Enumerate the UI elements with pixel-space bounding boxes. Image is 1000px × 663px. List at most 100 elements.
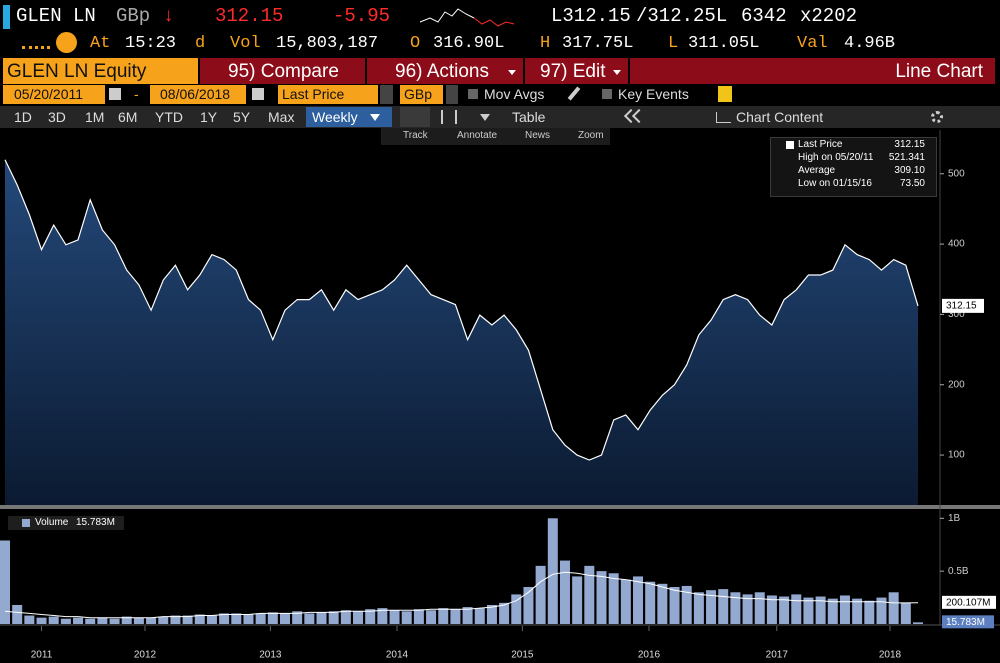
high-label: H xyxy=(540,34,551,53)
period-button[interactable]: 1D xyxy=(14,109,32,125)
period-button[interactable]: 5Y xyxy=(233,109,251,125)
period-button[interactable]: 1Y xyxy=(200,109,218,125)
open: 316.90L xyxy=(433,34,505,53)
menu-button[interactable]: 96) Actions xyxy=(395,61,489,82)
volume-bar xyxy=(85,618,96,624)
period-button[interactable]: 3D xyxy=(48,109,66,125)
volume-bar xyxy=(279,613,290,624)
size: x2202 xyxy=(800,5,858,27)
field[interactable]: Last Price xyxy=(282,86,345,102)
time-label: At xyxy=(90,34,111,53)
volume-bar xyxy=(340,610,351,624)
dropdown-arrow xyxy=(370,114,380,126)
low: 311.05L xyxy=(688,34,760,53)
field-select[interactable] xyxy=(278,85,378,104)
volume-bar xyxy=(60,618,71,624)
period-bar xyxy=(0,106,1000,128)
volume-bar xyxy=(888,592,899,624)
volume-bar xyxy=(170,615,181,624)
chart-content[interactable]: Chart Content xyxy=(736,109,824,125)
y-tick-label: 1B xyxy=(948,513,961,524)
volume-bar xyxy=(146,617,157,624)
bid: L312.15 xyxy=(551,5,631,27)
dropdown[interactable] xyxy=(380,85,393,104)
divider xyxy=(523,58,525,84)
tool-button[interactable]: Zoom xyxy=(578,130,604,141)
legend-value: 15.783M xyxy=(76,517,115,528)
volume-bar xyxy=(474,608,485,624)
calendar-icon[interactable] xyxy=(252,88,264,100)
volume-bar xyxy=(73,617,84,624)
start-date[interactable]: 05/20/2011 xyxy=(14,86,84,102)
volume-bar xyxy=(839,595,850,624)
date-field[interactable] xyxy=(150,85,246,104)
checkbox[interactable] xyxy=(602,89,612,99)
tool-button[interactable]: Annotate xyxy=(457,130,498,141)
tool-button[interactable]: Track xyxy=(403,130,428,141)
legend-value: 73.50 xyxy=(899,178,925,189)
icon[interactable] xyxy=(441,110,457,124)
time: 15:23 xyxy=(125,34,177,53)
menu-button[interactable]: 97) Edit xyxy=(540,61,606,82)
option[interactable]: Key Events xyxy=(618,86,689,102)
gauge-icon[interactable] xyxy=(56,32,77,53)
chart-icon[interactable] xyxy=(400,107,430,127)
volume-bar xyxy=(584,565,595,624)
option[interactable]: Mov Avgs xyxy=(484,86,545,102)
volume-bar xyxy=(559,560,570,624)
size: 6342 xyxy=(741,5,787,27)
area xyxy=(5,159,918,505)
volume-bar xyxy=(742,594,753,624)
frequency[interactable]: Weekly xyxy=(312,109,358,125)
date-field[interactable] xyxy=(3,85,105,104)
volume-bar xyxy=(0,540,10,624)
volume-bar xyxy=(206,615,217,624)
menu-bar xyxy=(200,58,995,84)
plot: 100 200 300 400 500 2011 2012 2013 2014 2015 2016 2… xyxy=(0,159,996,661)
dropdown-arrow xyxy=(613,70,621,79)
end-date[interactable]: 08/06/2018 xyxy=(160,86,231,102)
moving-average-line xyxy=(4,571,919,619)
chart-content-icon[interactable] xyxy=(716,112,731,123)
volume-bar xyxy=(377,608,388,624)
security-box[interactable] xyxy=(3,58,198,84)
calendar-icon[interactable] xyxy=(109,88,121,100)
volume-bar xyxy=(353,611,364,624)
settings-icon[interactable] xyxy=(931,111,943,123)
y-tick-label: 300 xyxy=(948,309,965,320)
period-button[interactable]: 6M xyxy=(118,109,138,125)
volume-bar xyxy=(815,596,826,624)
tool-button[interactable]: News xyxy=(525,130,551,141)
legend-label: High on 05/20/11 xyxy=(798,152,874,163)
period-button[interactable]: YTD xyxy=(155,109,183,125)
currency[interactable]: GBp xyxy=(404,86,433,102)
y-tick-label: 200 xyxy=(948,379,965,390)
volume-bar xyxy=(693,592,704,624)
dropdown[interactable] xyxy=(446,85,458,104)
table-button[interactable]: Table xyxy=(512,109,546,125)
volume-bar xyxy=(182,615,193,624)
status-icon xyxy=(22,46,50,52)
volume-bar xyxy=(121,616,132,624)
security[interactable]: GLEN LN Equity xyxy=(7,61,147,82)
volume-bar xyxy=(547,518,558,624)
x-tick-label: 2015 xyxy=(511,650,534,661)
period-button[interactable]: 1M xyxy=(85,109,105,125)
volume: 15,803,187 xyxy=(276,34,379,53)
y-tick-label: 100 xyxy=(948,450,965,461)
value-label: Val xyxy=(797,34,828,53)
volume-bar xyxy=(12,604,23,624)
checkbox[interactable] xyxy=(468,89,478,99)
period-button[interactable]: Max xyxy=(268,109,295,125)
volume-bar xyxy=(572,576,583,624)
volume-bar xyxy=(438,608,449,624)
frequency-select[interactable] xyxy=(306,107,392,127)
menu-button[interactable]: 95) Compare xyxy=(228,61,339,82)
volume-bar xyxy=(426,610,437,624)
dropdown-arrow[interactable] xyxy=(480,114,490,126)
volume-bar xyxy=(219,613,230,624)
info-icon[interactable] xyxy=(718,86,732,102)
volume-bar xyxy=(706,590,717,624)
currency-select[interactable] xyxy=(400,85,443,104)
dropdown-arrow xyxy=(508,70,516,79)
